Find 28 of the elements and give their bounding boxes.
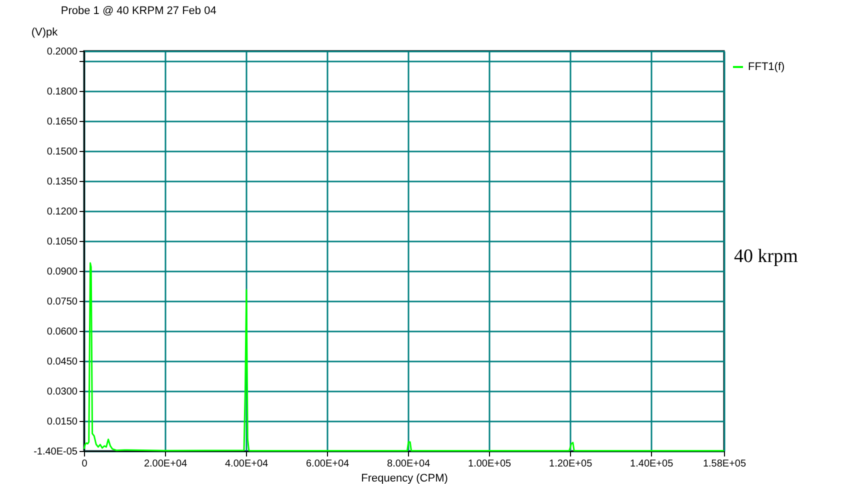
- x-tick-label: 1.20E+05: [549, 458, 593, 470]
- y-tick-label: 0.0150: [46, 416, 78, 428]
- y-tick-label: 0.0300: [46, 386, 78, 398]
- x-tick-label: 6.00E+04: [306, 458, 350, 470]
- x-tick-label: 0: [82, 458, 88, 470]
- y-tick-label: 0.0900: [46, 266, 78, 278]
- x-tick-label: 1.40E+05: [630, 458, 674, 470]
- y-tick-label: 0.0750: [46, 296, 78, 308]
- x-tick-label: 4.00E+04: [224, 458, 269, 470]
- y-tick-label: 0.1050: [46, 236, 78, 248]
- y-tick-label: 0.2000: [46, 46, 78, 58]
- y-tick-label: -1.40E-05: [34, 446, 78, 458]
- chart-title: Probe 1 @ 40 KRPM 27 Feb 04: [60, 5, 216, 17]
- legend-label: FFT1(f): [748, 61, 785, 73]
- y-tick-label: 0.0450: [46, 356, 78, 368]
- x-axis-title: Frequency (CPM): [361, 472, 448, 484]
- x-tick-label: 2.00E+04: [144, 458, 188, 470]
- y-axis-title: (V)pk: [31, 26, 58, 38]
- y-tick-label: 0.1800: [46, 86, 78, 98]
- text: 40 krpm: [734, 246, 798, 267]
- y-tick-label: 0.1500: [46, 146, 78, 158]
- y-tick-label: 0.1350: [46, 176, 78, 188]
- y-tick-label: 0.1200: [46, 206, 78, 218]
- x-tick-label: 8.00E+04: [386, 458, 431, 470]
- x-tick-label: 1.00E+05: [468, 458, 512, 470]
- y-tick-label: 0.1650: [46, 116, 78, 128]
- x-tick-label: 1.58E+05: [702, 458, 746, 470]
- y-tick-label: 0.0600: [46, 326, 78, 338]
